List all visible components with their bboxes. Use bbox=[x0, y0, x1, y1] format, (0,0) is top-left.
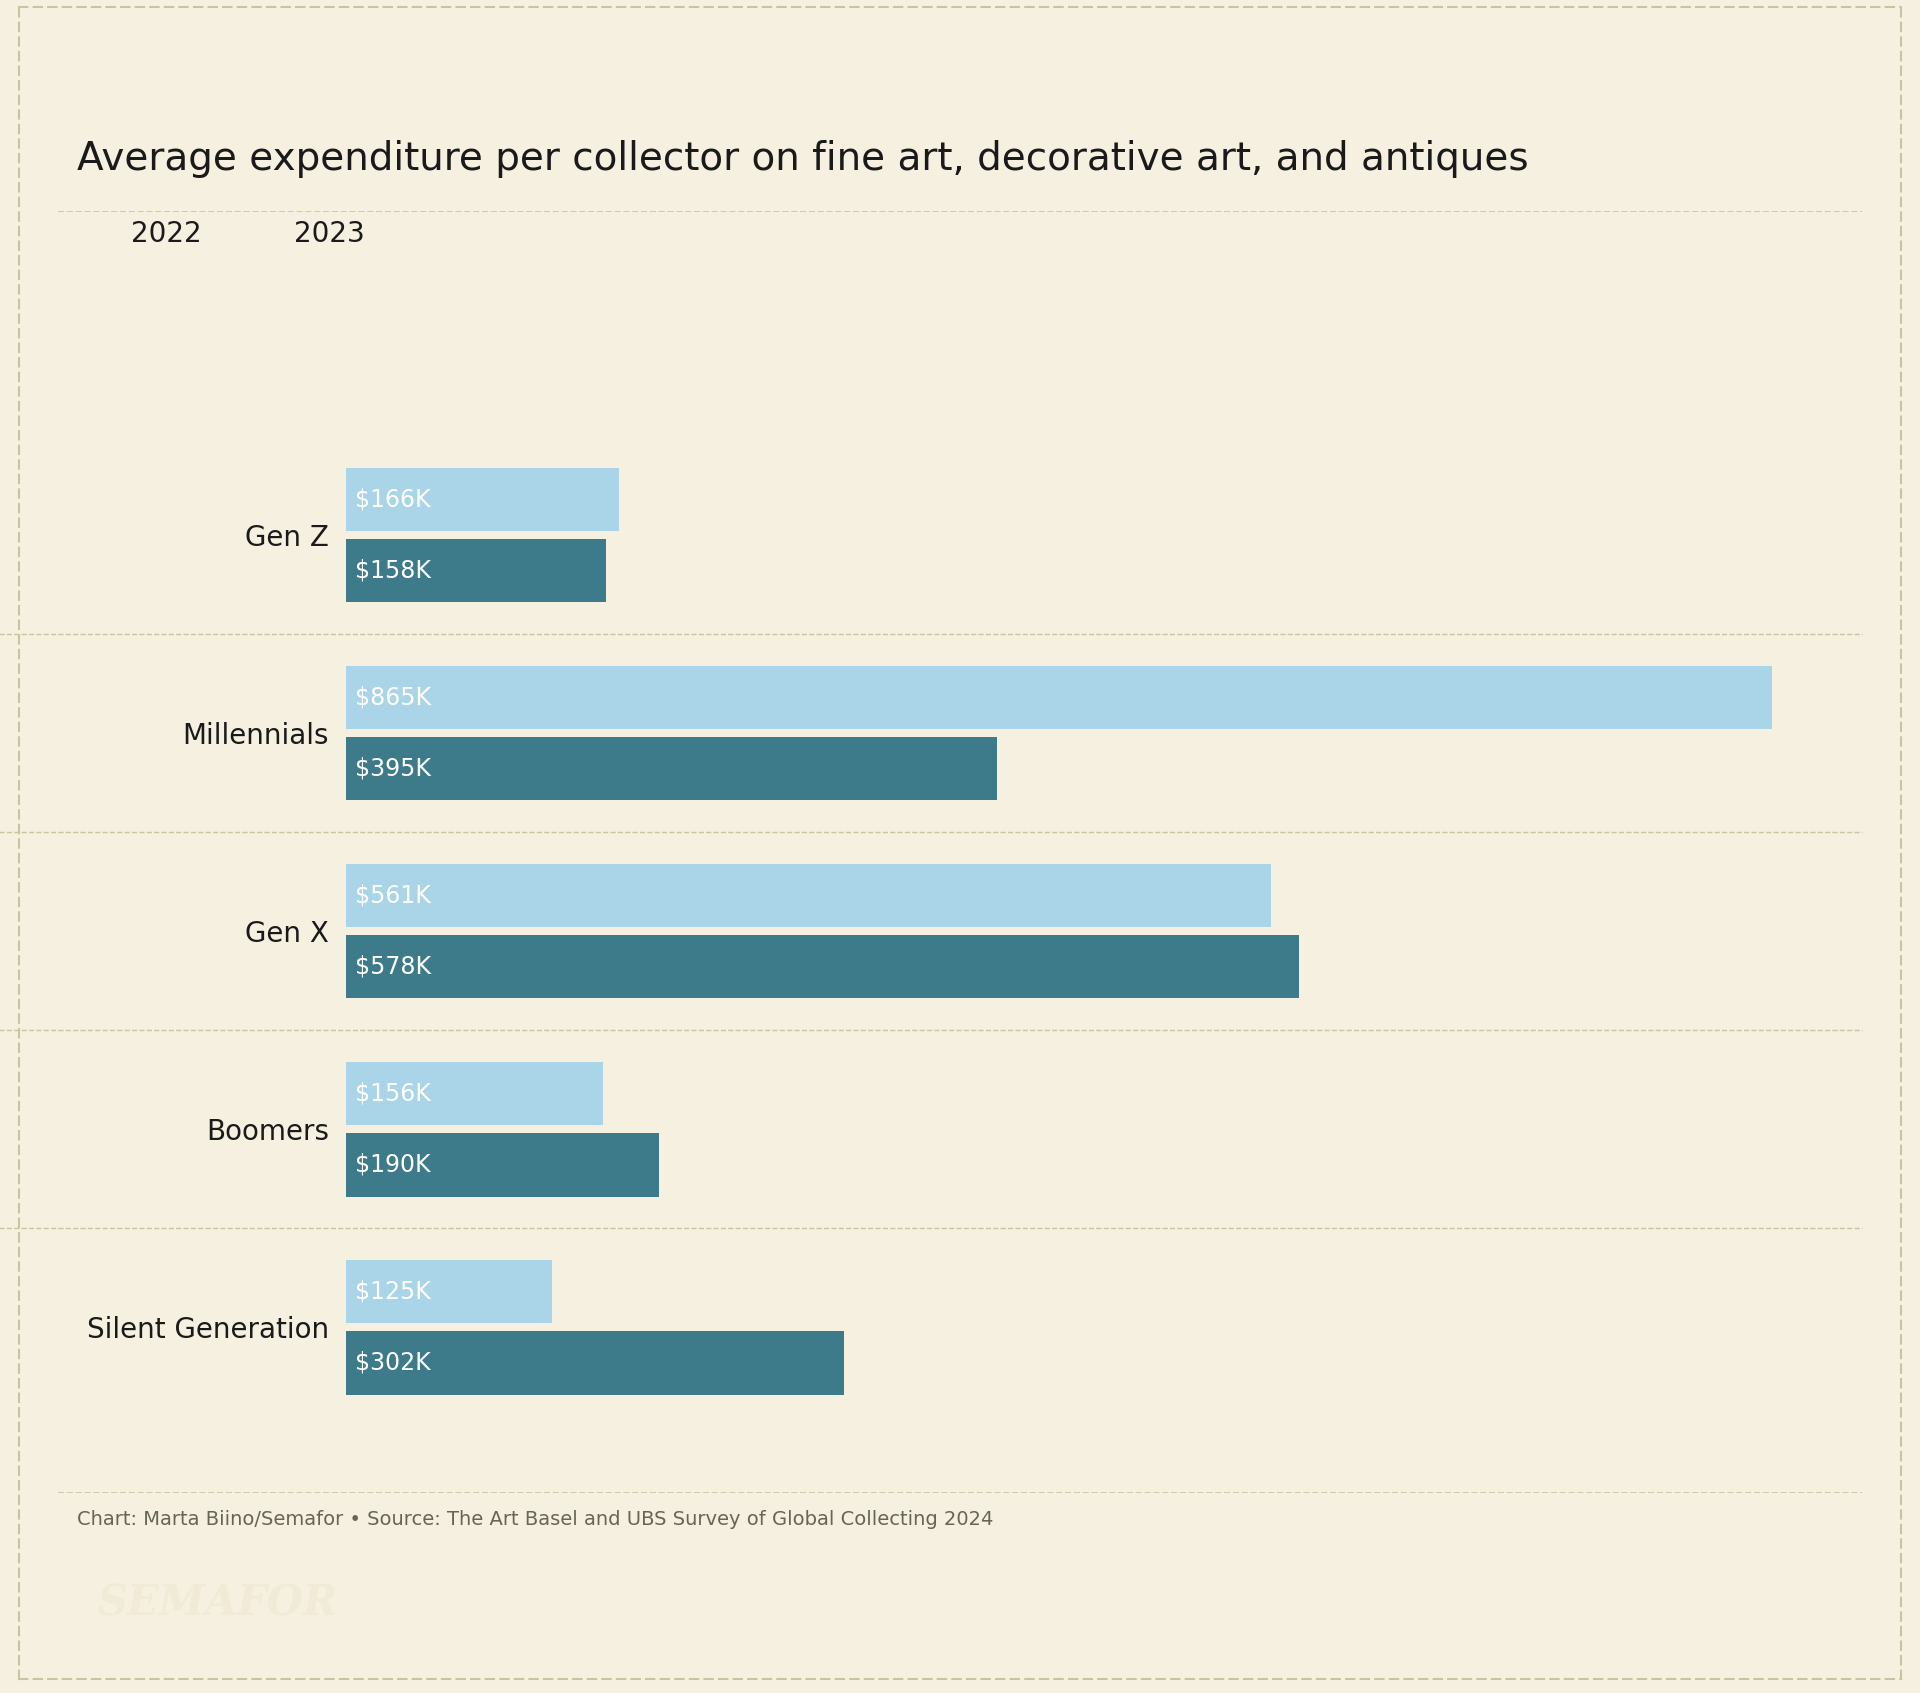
Bar bbox=[346, 1062, 603, 1126]
Bar bbox=[346, 863, 1271, 928]
Text: 2023: 2023 bbox=[294, 220, 365, 247]
Text: SEMAFOR: SEMAFOR bbox=[98, 1583, 338, 1624]
Bar bbox=[346, 538, 607, 603]
Text: Average expenditure per collector on fine art, decorative art, and antiques: Average expenditure per collector on fin… bbox=[77, 141, 1528, 178]
Text: $578K: $578K bbox=[355, 955, 432, 979]
Text: $125K: $125K bbox=[355, 1280, 432, 1304]
Text: $561K: $561K bbox=[355, 884, 432, 907]
Text: $395K: $395K bbox=[355, 757, 432, 780]
Bar bbox=[346, 665, 1772, 730]
Text: $156K: $156K bbox=[355, 1082, 432, 1106]
Text: $166K: $166K bbox=[355, 488, 432, 511]
Text: 2022: 2022 bbox=[131, 220, 202, 247]
Bar bbox=[346, 467, 620, 532]
Text: $158K: $158K bbox=[355, 559, 432, 582]
Text: $865K: $865K bbox=[355, 686, 432, 709]
Bar bbox=[346, 1133, 659, 1197]
Bar bbox=[346, 1260, 551, 1324]
Text: $302K: $302K bbox=[355, 1351, 432, 1375]
Bar bbox=[346, 1331, 843, 1395]
Text: Chart: Marta Biino/Semafor • Source: The Art Basel and UBS Survey of Global Coll: Chart: Marta Biino/Semafor • Source: The… bbox=[77, 1510, 993, 1529]
Bar bbox=[346, 736, 996, 801]
Text: $190K: $190K bbox=[355, 1153, 432, 1177]
Bar bbox=[346, 935, 1298, 999]
